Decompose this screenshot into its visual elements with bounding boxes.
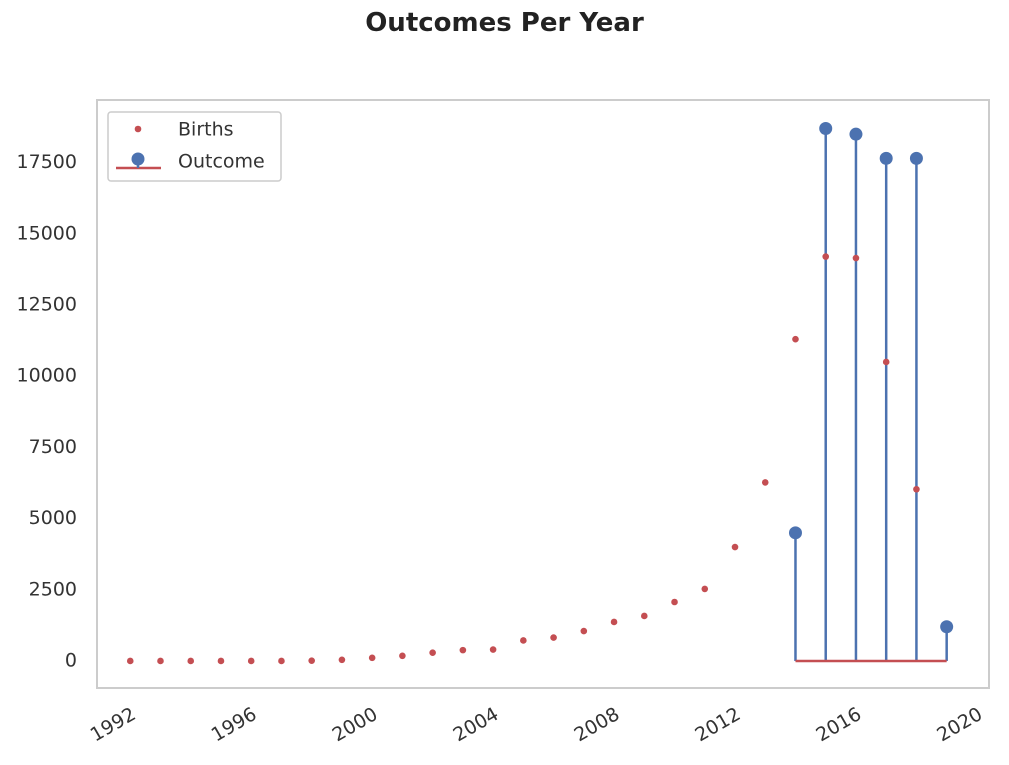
outcome-marker	[788, 526, 802, 540]
y-tick-label: 7500	[29, 436, 77, 458]
births-point	[368, 654, 376, 662]
births-point	[520, 637, 527, 644]
plot-marks	[126, 121, 954, 665]
outcome-marker	[849, 127, 863, 141]
outcome-marker	[819, 121, 833, 135]
outcome-marker	[940, 620, 954, 634]
births-point	[913, 485, 920, 493]
births-point	[550, 634, 557, 641]
births-point	[761, 479, 769, 486]
births-point	[399, 652, 406, 660]
legend: Births Outcome	[107, 111, 282, 182]
births-point	[701, 585, 709, 593]
births-point	[217, 657, 225, 665]
births-point	[247, 657, 255, 665]
plot-frame	[96, 99, 990, 689]
x-tick-label: 2004	[450, 703, 503, 746]
births-point	[640, 612, 648, 620]
births-point	[157, 657, 164, 665]
y-tick-label: 15000	[17, 222, 77, 244]
births-point	[489, 646, 497, 653]
births-point	[731, 543, 739, 551]
y-tick-label: 0	[65, 649, 77, 671]
births-point	[792, 335, 799, 343]
outcome-marker	[879, 151, 893, 165]
outcome-marker	[909, 151, 923, 165]
chart-title: Outcomes Per Year	[365, 8, 644, 38]
births-point	[459, 646, 467, 654]
y-tick-label: 17500	[17, 151, 77, 173]
legend-box	[107, 111, 282, 182]
x-tick-label: 1992	[87, 703, 140, 746]
x-axis-ticks: 1992 1996 2000 2004 2008 2012 2016 2020	[87, 703, 987, 746]
legend-births-label: Births	[178, 119, 234, 141]
births-point	[580, 627, 588, 635]
legend-outcome-marker	[131, 152, 145, 166]
legend-outcome-label: Outcome	[178, 151, 265, 173]
births-point	[610, 618, 618, 626]
x-tick-label: 2008	[570, 703, 623, 746]
births-point	[278, 657, 285, 665]
x-tick-label: 2012	[691, 703, 744, 746]
x-tick-label: 2020	[933, 703, 986, 746]
x-tick-label: 1996	[208, 703, 261, 746]
births-point	[187, 657, 195, 665]
legend-births-marker	[134, 125, 142, 133]
y-tick-label: 2500	[29, 578, 77, 600]
births-point	[822, 253, 830, 260]
births-point	[126, 657, 134, 665]
births-point	[852, 254, 860, 262]
y-tick-label: 10000	[17, 365, 77, 387]
births-point	[671, 598, 678, 606]
births-point	[308, 657, 315, 664]
births-point	[429, 649, 436, 656]
x-tick-label: 2016	[812, 703, 865, 746]
births-point	[338, 656, 346, 664]
x-tick-label: 2000	[329, 703, 382, 746]
y-tick-label: 12500	[17, 294, 77, 316]
y-axis-ticks: 0 2500 5000 7500 10000 12500 15000 17500	[17, 151, 77, 671]
y-tick-label: 5000	[29, 507, 77, 529]
births-point	[882, 358, 890, 366]
